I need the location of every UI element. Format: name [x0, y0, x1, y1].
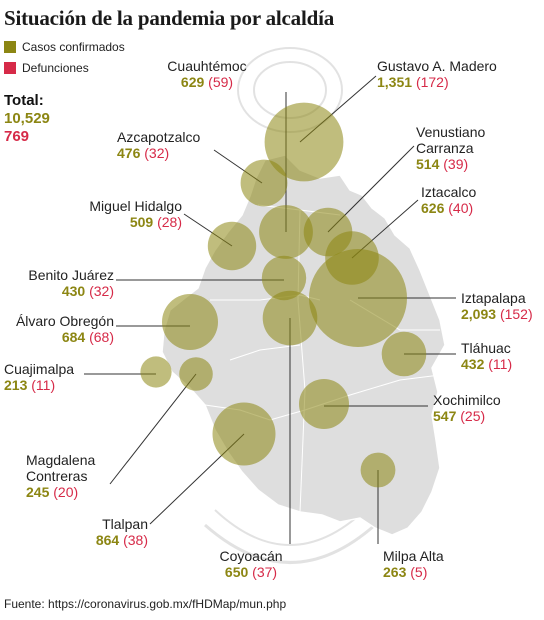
- borough-name: Gustavo A. Madero: [377, 58, 497, 74]
- borough-name: Iztacalco: [421, 184, 477, 200]
- borough-cases: 629: [180, 74, 205, 90]
- bubble-cuajimalpa: [140, 356, 172, 388]
- borough-deaths: (32): [89, 283, 114, 299]
- borough-deaths: (152): [499, 306, 533, 322]
- borough-cases: 213: [4, 377, 28, 393]
- total-cases: 10,529: [4, 110, 50, 127]
- page-title: Situación de la pandemia por alcaldía: [4, 6, 335, 30]
- label-iztacalco: Iztacalco 626 (40): [421, 184, 476, 216]
- borough-cases: 650: [224, 564, 249, 580]
- borough-name: Álvaro Obregón: [15, 313, 114, 329]
- bubble-vcarranza: [303, 207, 353, 257]
- borough-deaths: (11): [31, 377, 56, 393]
- borough-name: Coyoacán: [219, 548, 283, 564]
- source-note: Fuente: https://coronavirus.gob.mx/fHDMa…: [4, 597, 287, 611]
- borough-cases: 430: [61, 283, 86, 299]
- borough-deaths: (37): [252, 564, 278, 580]
- total-deaths: 769: [4, 128, 30, 145]
- borough-cases: 514: [416, 156, 440, 172]
- borough-cases: 684: [61, 329, 86, 345]
- borough-deaths: (40): [448, 200, 474, 216]
- borough-deaths: (32): [144, 145, 170, 161]
- borough-name: Milpa Alta: [383, 548, 444, 564]
- label-cuajimalpa: Cuajimalpa 213 (11): [4, 361, 74, 393]
- borough-cases: 263: [383, 564, 407, 580]
- borough-deaths: (38): [123, 532, 148, 548]
- borough-deaths: (59): [208, 74, 234, 90]
- borough-name: Benito Juárez: [28, 267, 114, 283]
- label-coyoacan: Coyoacán 650 (37): [208, 548, 294, 580]
- borough-deaths: (20): [53, 484, 79, 500]
- legend-cases-label: Casos confirmados: [22, 40, 125, 54]
- borough-deaths: (39): [443, 156, 469, 172]
- bubble-gam: [264, 102, 344, 182]
- borough-cases: 509: [129, 214, 154, 230]
- legend-cases-swatch: [4, 41, 16, 53]
- label-azcapotzalco: Azcapotzalco 476 (32): [117, 129, 200, 161]
- borough-name-line1: Venustiano: [416, 124, 486, 140]
- borough-cases: 476: [117, 145, 141, 161]
- borough-name-line2: Carranza: [416, 140, 474, 156]
- borough-cases: 864: [95, 532, 120, 548]
- borough-name: Xochimilco: [433, 392, 501, 408]
- bubble-tlalpan: [212, 402, 276, 466]
- bubble-tlahuac: [381, 331, 427, 377]
- borough-cases: 2,093: [461, 306, 497, 322]
- borough-name: Cuauhtémoc: [167, 58, 247, 74]
- borough-name: Azcapotzalco: [117, 129, 201, 145]
- borough-name-line2: Contreras: [26, 468, 88, 484]
- bubble-azcapotzalco: [240, 159, 288, 207]
- legend-cases: Casos confirmados: [4, 40, 125, 54]
- borough-cases: 245: [26, 484, 50, 500]
- label-tlalpan: Tlalpan 864 (38): [60, 516, 148, 548]
- leader-mcontreras: [109, 373, 197, 485]
- borough-deaths: (172): [415, 74, 449, 90]
- legend-deaths-swatch: [4, 62, 16, 74]
- borough-name: Tláhuac: [461, 340, 511, 356]
- label-milpaalta: Milpa Alta 263 (5): [383, 548, 444, 580]
- borough-name: Miguel Hidalgo: [89, 198, 182, 214]
- borough-deaths: (25): [460, 408, 486, 424]
- borough-deaths: (5): [410, 564, 428, 580]
- bubble-xochimilco: [299, 379, 349, 429]
- label-bjuarez: Benito Juárez 430 (32): [10, 267, 114, 299]
- borough-cases: 626: [421, 200, 445, 216]
- borough-deaths: (68): [89, 329, 114, 345]
- bubble-mcontreras: [179, 357, 213, 391]
- label-vcarranza: Venustiano Carranza 514 (39): [416, 124, 485, 172]
- bubble-cuauhtemoc: [259, 205, 313, 259]
- legend-deaths: Defunciones: [4, 61, 89, 75]
- borough-name: Iztapalapa: [461, 290, 526, 306]
- bubble-milpaalta: [360, 452, 396, 488]
- borough-deaths: (11): [488, 356, 513, 372]
- bubble-bjuarez: [261, 255, 307, 301]
- label-aobregon: Álvaro Obregón 684 (68): [2, 313, 114, 345]
- bubble-aobregon: [162, 294, 218, 350]
- leader-lines: [84, 75, 456, 544]
- label-gam: Gustavo A. Madero 1,351 (172): [377, 58, 497, 90]
- label-mhidalgo: Miguel Hidalgo 509 (28): [70, 198, 182, 230]
- bubble-mhidalgo: [207, 221, 257, 271]
- legend-deaths-label: Defunciones: [22, 61, 89, 75]
- total-label: Total:: [4, 92, 44, 109]
- bubbles: [140, 102, 427, 488]
- borough-name-line1: Magdalena: [26, 452, 96, 468]
- label-iztapalapa: Iztapalapa 2,093 (152): [461, 290, 533, 322]
- borough-cases: 1,351: [377, 74, 413, 90]
- borough-cases: 432: [461, 356, 485, 372]
- bubble-coyoacan: [262, 290, 318, 346]
- label-mcontreras: Magdalena Contreras 245 (20): [26, 452, 95, 500]
- label-xochimilco: Xochimilco 547 (25): [433, 392, 501, 424]
- label-cuauhtemoc: Cuauhtémoc 629 (59): [162, 58, 252, 90]
- borough-name: Cuajimalpa: [4, 361, 75, 377]
- borough-name: Tlalpan: [102, 516, 148, 532]
- borough-deaths: (28): [157, 214, 182, 230]
- borough-cases: 547: [433, 408, 457, 424]
- label-tlahuac: Tláhuac 432 (11): [461, 340, 512, 372]
